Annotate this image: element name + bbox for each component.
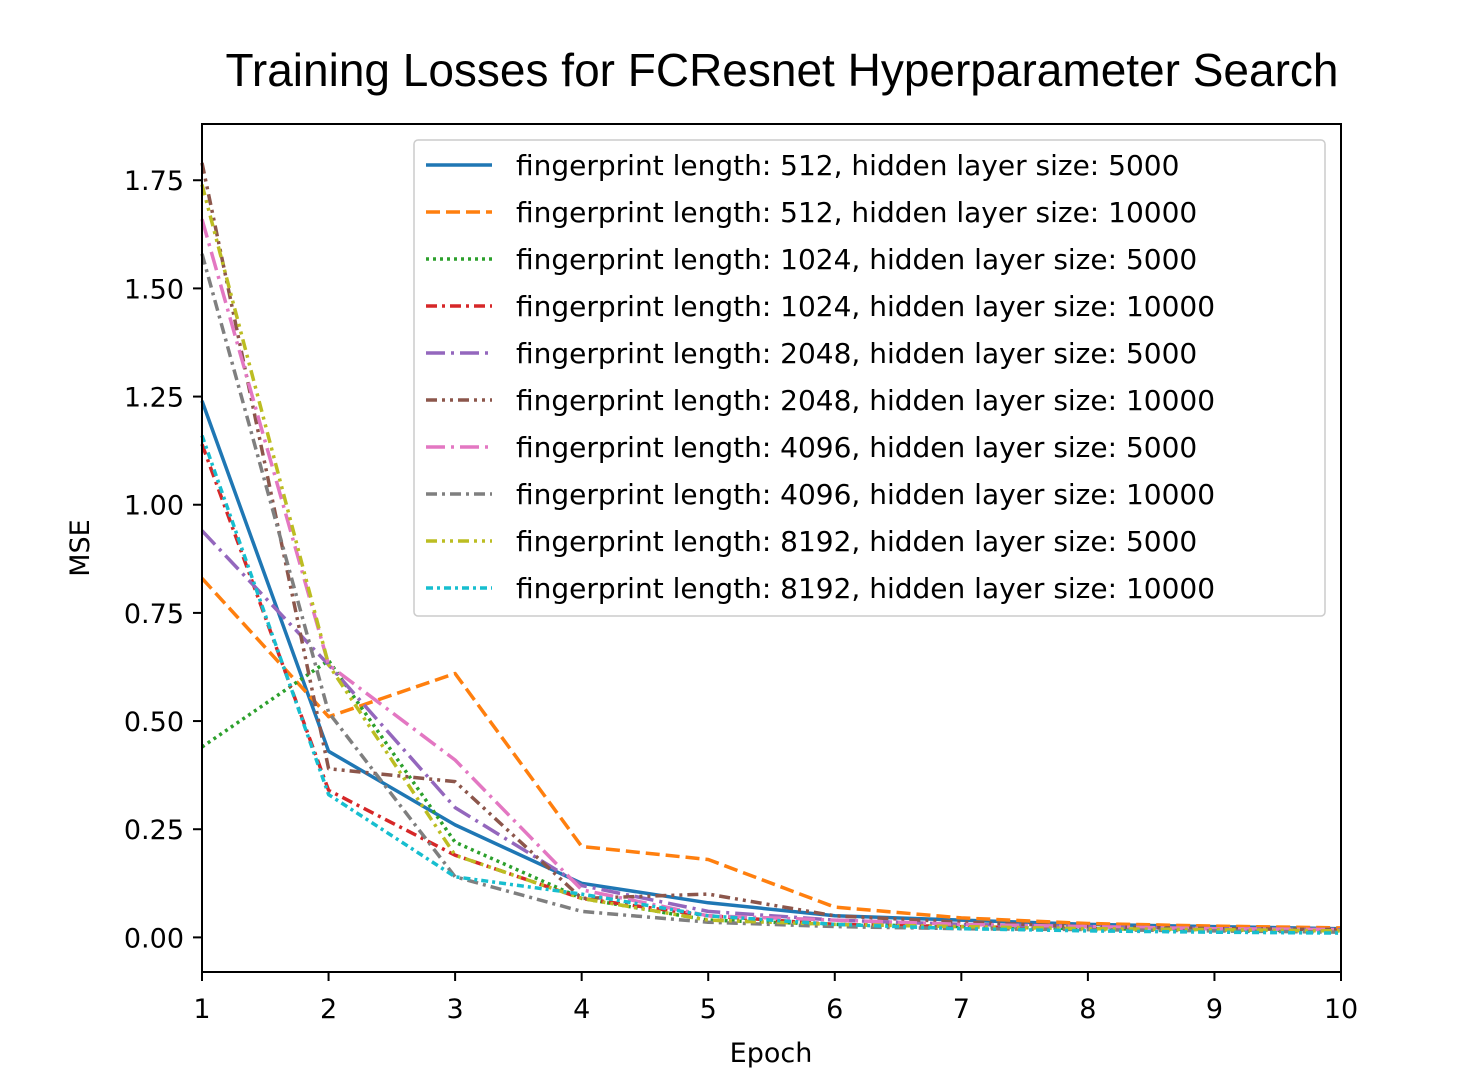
x-tick-label: 4 (573, 994, 590, 1025)
legend-label-3: fingerprint length: 1024, hidden layer s… (516, 243, 1197, 276)
y-tick-label: 0.25 (124, 815, 184, 846)
legend-label-5: fingerprint length: 2048, hidden layer s… (516, 337, 1197, 370)
series-line-3 (201, 658, 1342, 933)
x-tick-label: 9 (1206, 994, 1223, 1025)
legend: fingerprint length: 512, hidden layer si… (413, 139, 1326, 617)
x-axis-label: Epoch (730, 1038, 813, 1069)
y-axis-label: MSE (65, 519, 96, 577)
series-line-8 (200, 253, 1342, 934)
x-tick-label: 1 (193, 994, 210, 1025)
y-axis: 0.00 0.25 0.50 0.75 1.00 1.25 1.50 1.75 (124, 166, 202, 954)
legend-entries: fingerprint length: 512, hidden layer si… (426, 149, 1215, 605)
series-line-9 (200, 184, 1342, 933)
x-tick-label: 3 (447, 994, 464, 1025)
x-tick-label: 10 (1324, 994, 1358, 1025)
legend-frame (413, 139, 1326, 617)
y-tick-label: 1.75 (124, 166, 184, 197)
x-tick-label: 8 (1079, 994, 1096, 1025)
y-tick-label: 1.00 (124, 491, 184, 522)
legend-label-6: fingerprint length: 2048, hidden layer s… (516, 384, 1215, 417)
legend-label-8: fingerprint length: 4096, hidden layer s… (516, 478, 1215, 511)
chart-title: Training Losses for FCResnet Hyperparame… (226, 44, 1339, 96)
series-line-7 (200, 218, 1342, 932)
y-tick-label: 1.50 (124, 274, 184, 305)
x-tick-label: 6 (826, 994, 843, 1025)
x-axis: 1 2 3 4 5 6 7 8 9 10 (193, 972, 1358, 1025)
x-tick-label: 5 (700, 994, 717, 1025)
legend-label-7: fingerprint length: 4096, hidden layer s… (516, 431, 1197, 464)
legend-label-4: fingerprint length: 1024, hidden layer s… (516, 290, 1215, 323)
legend-label-9: fingerprint length: 8192, hidden layer s… (516, 525, 1197, 558)
x-tick-label: 2 (320, 994, 337, 1025)
plot-frame (201, 123, 1342, 973)
y-tick-label: 0.75 (124, 599, 184, 630)
legend-label-2: fingerprint length: 512, hidden layer si… (516, 196, 1197, 229)
x-tick-label: 7 (953, 994, 970, 1025)
y-tick-label: 0.00 (124, 923, 184, 954)
legend-label-10: fingerprint length: 8192, hidden layer s… (516, 572, 1215, 605)
y-tick-label: 0.50 (124, 707, 184, 738)
series-line-2 (200, 577, 1342, 930)
plot-series (200, 162, 1342, 935)
legend-label-1: fingerprint length: 512, hidden layer si… (516, 149, 1179, 182)
y-tick-label: 1.25 (124, 383, 184, 414)
series-line-4 (200, 443, 1342, 933)
series-line-1 (200, 400, 1342, 931)
series-line-10 (200, 434, 1342, 935)
